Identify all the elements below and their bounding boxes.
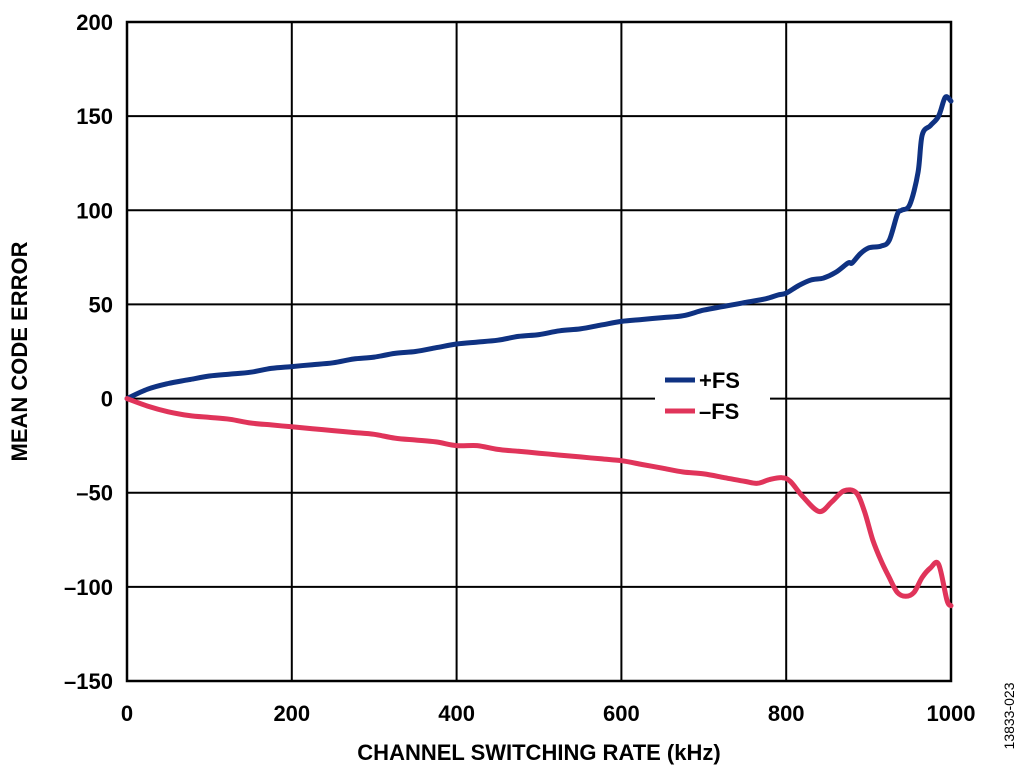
legend-background <box>655 364 770 426</box>
y-tick-label: –50 <box>76 481 113 506</box>
x-tick-label: 200 <box>273 701 310 726</box>
y-tick-label: 200 <box>76 10 113 35</box>
x-tick-label: 800 <box>768 701 805 726</box>
y-tick-label: –100 <box>64 575 113 600</box>
y-tick-label: 150 <box>76 104 113 129</box>
x-axis-title: CHANNEL SWITCHING RATE (kHz) <box>357 740 720 765</box>
x-tick-labels: 0 200 400 600 800 1000 <box>121 701 976 726</box>
grid-lines <box>127 22 951 681</box>
y-tick-labels: 200 150 100 50 0 –50 –100 –150 <box>64 10 113 694</box>
x-tick-label: 1000 <box>927 701 976 726</box>
x-tick-label: 0 <box>121 701 133 726</box>
legend-label-plus-fs: +FS <box>699 368 740 393</box>
legend-label-minus-fs: –FS <box>699 399 739 424</box>
plot-frame <box>125 20 953 683</box>
y-tick-label: 50 <box>89 292 113 317</box>
y-tick-label: –150 <box>64 669 113 694</box>
series-line-minus-fs <box>124 396 954 609</box>
series-line-plus-fs <box>124 94 954 402</box>
y-tick-label: 0 <box>101 387 113 412</box>
x-tick-label: 600 <box>603 701 640 726</box>
series-layer <box>124 94 954 609</box>
y-axis-title: MEAN CODE ERROR <box>7 241 32 461</box>
y-tick-label: 100 <box>76 198 113 223</box>
legend: +FS –FS <box>655 364 770 426</box>
x-tick-label: 400 <box>438 701 475 726</box>
figure-id: 13833-023 <box>1001 682 1017 749</box>
